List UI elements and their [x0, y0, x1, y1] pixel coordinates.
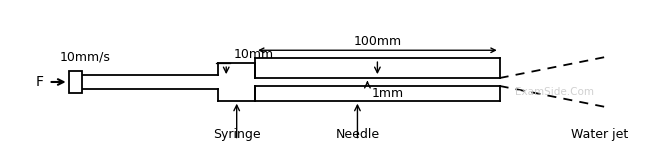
Text: Needle: Needle — [335, 128, 380, 141]
Bar — [69, 71, 82, 93]
Text: 1mm: 1mm — [372, 87, 403, 100]
Text: 100mm: 100mm — [353, 35, 401, 48]
Text: ExamSide.Com: ExamSide.Com — [515, 87, 594, 97]
Text: Syringe: Syringe — [213, 128, 261, 141]
Text: Water jet: Water jet — [571, 128, 628, 141]
Text: 10mm/s: 10mm/s — [59, 50, 110, 63]
Text: F: F — [36, 75, 44, 89]
Text: 10mm: 10mm — [233, 48, 273, 61]
